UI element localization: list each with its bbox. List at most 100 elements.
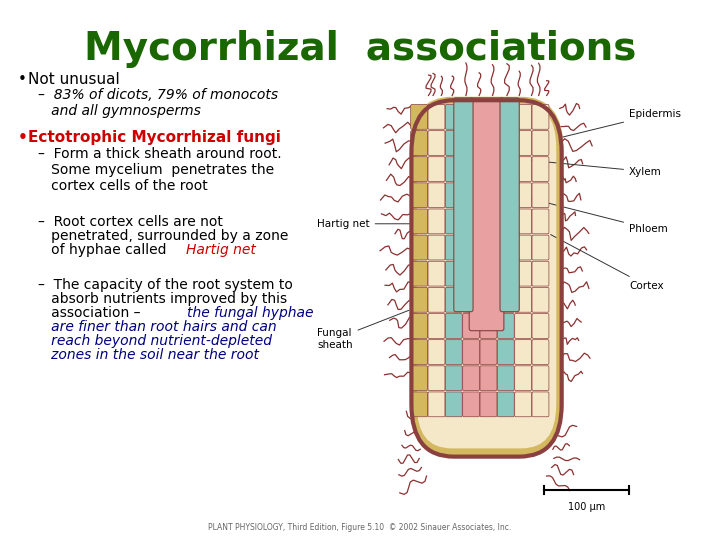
FancyBboxPatch shape	[532, 157, 549, 181]
FancyBboxPatch shape	[498, 104, 514, 129]
FancyBboxPatch shape	[515, 366, 531, 390]
Text: association –: association –	[38, 306, 145, 320]
FancyBboxPatch shape	[480, 366, 497, 390]
FancyBboxPatch shape	[532, 104, 549, 129]
FancyBboxPatch shape	[428, 157, 445, 181]
Text: reach beyond nutrient-depleted: reach beyond nutrient-depleted	[38, 334, 272, 348]
FancyBboxPatch shape	[463, 392, 480, 417]
FancyBboxPatch shape	[463, 209, 480, 234]
FancyBboxPatch shape	[428, 183, 445, 208]
FancyBboxPatch shape	[446, 314, 462, 339]
FancyBboxPatch shape	[410, 157, 428, 181]
Text: the fungal hyphae: the fungal hyphae	[187, 306, 313, 320]
Text: –  The capacity of the root system to: – The capacity of the root system to	[38, 278, 293, 292]
FancyBboxPatch shape	[480, 104, 497, 129]
FancyBboxPatch shape	[498, 261, 514, 286]
FancyBboxPatch shape	[480, 340, 497, 365]
FancyBboxPatch shape	[480, 157, 497, 181]
FancyBboxPatch shape	[446, 183, 462, 208]
Text: •: •	[18, 130, 28, 145]
FancyBboxPatch shape	[463, 157, 480, 181]
Text: •: •	[18, 72, 27, 87]
FancyBboxPatch shape	[428, 104, 445, 129]
FancyBboxPatch shape	[463, 131, 480, 156]
FancyBboxPatch shape	[446, 261, 462, 286]
FancyBboxPatch shape	[446, 392, 462, 417]
Text: zones in the soil near the root: zones in the soil near the root	[38, 348, 259, 362]
FancyBboxPatch shape	[498, 157, 514, 181]
FancyBboxPatch shape	[515, 131, 531, 156]
FancyBboxPatch shape	[463, 183, 480, 208]
FancyBboxPatch shape	[446, 209, 462, 234]
FancyBboxPatch shape	[410, 261, 428, 286]
FancyBboxPatch shape	[532, 340, 549, 365]
FancyBboxPatch shape	[410, 183, 428, 208]
FancyBboxPatch shape	[515, 209, 531, 234]
Text: Cortex: Cortex	[551, 234, 664, 291]
FancyBboxPatch shape	[463, 261, 480, 286]
FancyBboxPatch shape	[515, 104, 531, 129]
FancyBboxPatch shape	[515, 183, 531, 208]
FancyBboxPatch shape	[532, 209, 549, 234]
Text: of hyphae called: of hyphae called	[38, 243, 171, 257]
FancyBboxPatch shape	[515, 392, 531, 417]
FancyBboxPatch shape	[410, 366, 428, 390]
Text: Not unusual: Not unusual	[28, 72, 120, 87]
FancyBboxPatch shape	[446, 235, 462, 260]
FancyBboxPatch shape	[469, 98, 504, 330]
FancyBboxPatch shape	[410, 209, 428, 234]
FancyBboxPatch shape	[454, 98, 473, 312]
FancyBboxPatch shape	[532, 131, 549, 156]
FancyBboxPatch shape	[515, 157, 531, 181]
FancyBboxPatch shape	[410, 104, 428, 129]
FancyBboxPatch shape	[428, 340, 445, 365]
FancyBboxPatch shape	[498, 131, 514, 156]
FancyBboxPatch shape	[446, 131, 462, 156]
Text: Epidermis: Epidermis	[560, 110, 681, 138]
Text: –  Root cortex cells are not: – Root cortex cells are not	[38, 215, 223, 229]
FancyBboxPatch shape	[498, 366, 514, 390]
FancyBboxPatch shape	[515, 314, 531, 339]
FancyBboxPatch shape	[480, 235, 497, 260]
FancyBboxPatch shape	[410, 340, 428, 365]
FancyBboxPatch shape	[498, 287, 514, 312]
FancyBboxPatch shape	[463, 235, 480, 260]
FancyBboxPatch shape	[428, 235, 445, 260]
FancyBboxPatch shape	[428, 392, 445, 417]
Text: Mycorrhizal  associations: Mycorrhizal associations	[84, 30, 636, 68]
Text: Ectotrophic Mycorrhizal fungi: Ectotrophic Mycorrhizal fungi	[28, 130, 281, 145]
FancyBboxPatch shape	[532, 366, 549, 390]
FancyBboxPatch shape	[498, 392, 514, 417]
FancyBboxPatch shape	[463, 340, 480, 365]
FancyBboxPatch shape	[480, 314, 497, 339]
FancyBboxPatch shape	[500, 98, 519, 312]
FancyBboxPatch shape	[515, 287, 531, 312]
FancyBboxPatch shape	[446, 287, 462, 312]
FancyBboxPatch shape	[410, 287, 428, 312]
FancyBboxPatch shape	[532, 261, 549, 286]
FancyBboxPatch shape	[532, 314, 549, 339]
FancyBboxPatch shape	[515, 235, 531, 260]
FancyBboxPatch shape	[446, 340, 462, 365]
FancyBboxPatch shape	[428, 261, 445, 286]
Text: PLANT PHYSIOLOGY, Third Edition, Figure 5.10  © 2002 Sinauer Associates, Inc.: PLANT PHYSIOLOGY, Third Edition, Figure …	[208, 523, 512, 532]
FancyBboxPatch shape	[480, 183, 497, 208]
FancyBboxPatch shape	[410, 392, 428, 417]
FancyBboxPatch shape	[498, 340, 514, 365]
FancyBboxPatch shape	[463, 314, 480, 339]
FancyBboxPatch shape	[413, 100, 559, 452]
Text: –  Form a thick sheath around root.
   Some mycelium  penetrates the
   cortex c: – Form a thick sheath around root. Some …	[38, 147, 282, 193]
FancyBboxPatch shape	[532, 183, 549, 208]
FancyBboxPatch shape	[410, 131, 428, 156]
FancyBboxPatch shape	[446, 104, 462, 129]
FancyBboxPatch shape	[410, 235, 428, 260]
Text: Hartig net: Hartig net	[317, 219, 426, 229]
Text: absorb nutrients improved by this: absorb nutrients improved by this	[38, 292, 287, 306]
FancyBboxPatch shape	[428, 287, 445, 312]
FancyBboxPatch shape	[428, 209, 445, 234]
FancyBboxPatch shape	[446, 157, 462, 181]
FancyBboxPatch shape	[428, 314, 445, 339]
Text: Phloem: Phloem	[520, 196, 668, 233]
Text: Xylem: Xylem	[501, 158, 662, 177]
Text: 100 μm: 100 μm	[568, 502, 606, 512]
